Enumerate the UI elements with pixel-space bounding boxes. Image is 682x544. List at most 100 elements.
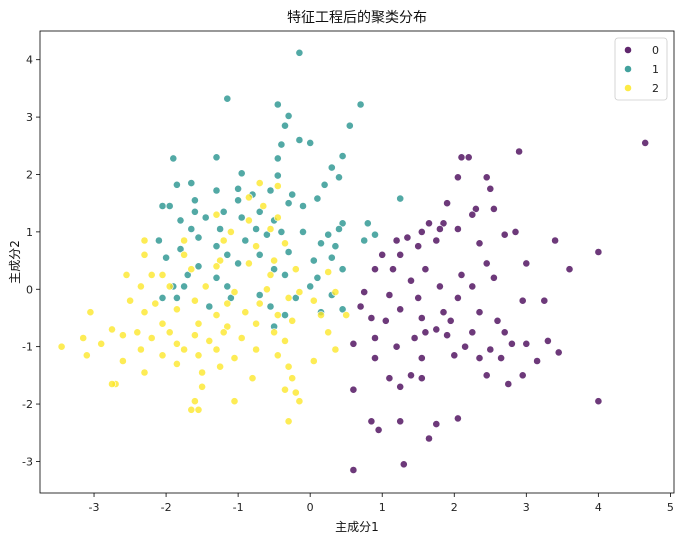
- data-point-cluster-0: [443, 199, 451, 208]
- data-point-cluster-0: [489, 204, 498, 213]
- data-point-cluster-1: [165, 202, 174, 210]
- data-point-cluster-2: [291, 265, 300, 274]
- data-point-cluster-2: [133, 328, 142, 337]
- data-point-cluster-0: [349, 385, 358, 394]
- data-point-cluster-2: [187, 405, 196, 414]
- data-point-cluster-0: [417, 314, 426, 322]
- data-point-cluster-0: [396, 417, 405, 426]
- data-point-cluster-2: [198, 382, 206, 391]
- data-point-cluster-2: [317, 311, 325, 319]
- data-point-cluster-1: [306, 282, 315, 291]
- data-point-cluster-1: [284, 248, 293, 256]
- data-point-cluster-2: [158, 319, 167, 328]
- data-point-cluster-0: [565, 265, 574, 274]
- data-point-cluster-2: [284, 293, 293, 302]
- data-point-cluster-2: [244, 216, 253, 225]
- data-point-cluster-2: [259, 202, 268, 210]
- data-point-cluster-1: [190, 196, 199, 205]
- data-point-cluster-1: [295, 136, 304, 144]
- data-point-cluster-0: [540, 296, 549, 305]
- data-point-cluster-2: [288, 374, 297, 383]
- data-point-cluster-0: [349, 339, 358, 348]
- data-point-cluster-1: [187, 225, 196, 233]
- data-point-cluster-1: [180, 282, 188, 291]
- data-point-cluster-1: [187, 179, 196, 187]
- data-point-cluster-0: [367, 417, 376, 426]
- data-point-cluster-2: [190, 397, 199, 406]
- data-point-cluster-0: [482, 259, 491, 268]
- data-point-cluster-1: [212, 242, 221, 251]
- legend-label-2: 2: [652, 82, 659, 95]
- data-point-cluster-0: [439, 308, 448, 317]
- data-point-cluster-2: [295, 288, 304, 296]
- data-point-cluster-1: [212, 273, 221, 282]
- data-point-cluster-2: [241, 308, 250, 317]
- data-point-cluster-2: [309, 296, 318, 305]
- data-point-cluster-0: [641, 138, 650, 147]
- data-point-cluster-0: [417, 374, 426, 383]
- data-point-cluster-1: [281, 270, 289, 279]
- data-point-cluster-2: [223, 299, 232, 308]
- data-point-cluster-0: [486, 345, 495, 354]
- y-tick-label: 3: [26, 111, 33, 124]
- data-point-cluster-1: [396, 194, 405, 203]
- data-point-cluster-0: [486, 184, 495, 193]
- data-point-cluster-2: [284, 417, 293, 426]
- data-point-cluster-0: [425, 434, 433, 443]
- data-point-cluster-2: [212, 262, 221, 271]
- data-point-cluster-1: [288, 190, 297, 199]
- x-tick-label: 5: [667, 501, 674, 514]
- data-point-cluster-0: [381, 316, 390, 325]
- data-point-cluster-2: [331, 288, 340, 296]
- data-point-cluster-2: [230, 397, 239, 406]
- data-point-cluster-0: [554, 348, 563, 357]
- data-point-cluster-2: [158, 351, 167, 360]
- data-point-cluster-1: [154, 236, 163, 245]
- data-point-cluster-1: [266, 186, 275, 195]
- data-point-cluster-1: [172, 180, 181, 189]
- data-point-cluster-2: [244, 193, 253, 202]
- data-point-cluster-2: [136, 282, 145, 291]
- data-point-cluster-2: [205, 336, 214, 345]
- data-point-cluster-0: [371, 265, 379, 274]
- data-point-cluster-2: [223, 322, 232, 331]
- data-point-cluster-0: [500, 328, 509, 337]
- data-point-cluster-1: [219, 207, 228, 216]
- data-point-cluster-0: [471, 204, 480, 213]
- data-point-cluster-2: [180, 345, 188, 354]
- data-point-cluster-2: [255, 179, 264, 187]
- data-point-cluster-1: [223, 250, 232, 259]
- data-point-cluster-1: [313, 194, 322, 203]
- data-point-cluster-2: [237, 334, 246, 342]
- data-point-cluster-0: [468, 282, 477, 291]
- y-tick-label: 0: [26, 283, 33, 296]
- data-point-cluster-1: [338, 219, 347, 228]
- data-point-cluster-0: [432, 420, 441, 428]
- data-point-cluster-1: [262, 230, 271, 239]
- data-point-cluster-0: [439, 219, 448, 228]
- data-point-cluster-0: [453, 173, 462, 182]
- data-point-cluster-2: [281, 385, 289, 394]
- data-point-cluster-0: [461, 342, 469, 351]
- data-point-cluster-0: [417, 354, 426, 362]
- data-point-cluster-0: [432, 325, 441, 334]
- data-point-cluster-0: [453, 225, 462, 233]
- data-point-cluster-0: [518, 371, 527, 380]
- x-tick-label: -2: [161, 501, 172, 514]
- y-tick-label: -2: [22, 398, 33, 411]
- data-point-cluster-2: [194, 405, 203, 414]
- data-point-cluster-1: [313, 273, 322, 282]
- data-point-cluster-0: [432, 236, 441, 245]
- data-point-cluster-0: [453, 414, 462, 423]
- data-point-cluster-2: [291, 388, 300, 397]
- data-point-cluster-1: [194, 262, 203, 271]
- data-point-cluster-2: [252, 345, 260, 354]
- data-point-cluster-1: [284, 199, 293, 208]
- data-point-cluster-0: [407, 371, 415, 380]
- x-tick-label: 3: [523, 501, 530, 514]
- data-point-cluster-0: [544, 336, 552, 345]
- data-point-cluster-0: [475, 308, 484, 317]
- data-point-cluster-0: [511, 227, 520, 236]
- data-point-cluster-1: [281, 121, 289, 130]
- data-point-cluster-2: [266, 270, 275, 279]
